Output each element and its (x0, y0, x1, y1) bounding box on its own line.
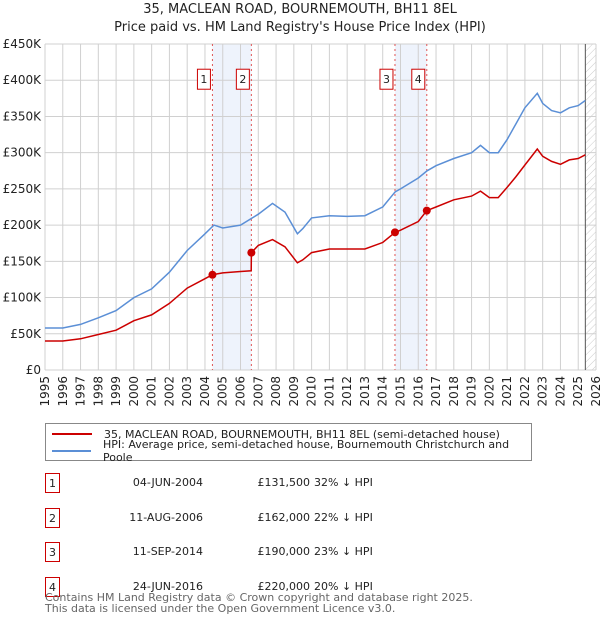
shaded-period (212, 44, 252, 370)
x-tick-label: 2022 (518, 376, 532, 407)
y-tick-label: £350K (3, 109, 43, 123)
y-tick-label: £250K (3, 182, 43, 196)
footer-licence: This data is licensed under the Open Gov… (45, 602, 396, 615)
x-tick-label: 1999 (109, 376, 123, 407)
x-tick-label: 2021 (500, 376, 514, 407)
x-tick-label: 1996 (56, 376, 70, 407)
x-tick-label: 2000 (127, 376, 141, 407)
sale-number-badge: 3 (45, 542, 60, 562)
x-tick-label: 2020 (482, 376, 496, 407)
sale-label-box (196, 68, 211, 90)
x-tick-label: 2013 (358, 376, 372, 407)
sale-label: 2 (239, 73, 246, 86)
sale-date: 04-JUN-2004 (132, 476, 203, 489)
x-tick-label: 2008 (269, 376, 283, 407)
x-tick-label: 2007 (251, 376, 265, 407)
footer-copyright: Contains HM Land Registry data © Crown c… (45, 591, 473, 604)
sale-number-badge: 4 (45, 576, 60, 597)
property-series-line (45, 147, 586, 342)
x-tick-label: 2011 (322, 376, 336, 407)
chart-subtitle: Price paid vs. HM Land Registry's House … (114, 20, 486, 35)
sale-point (247, 248, 256, 257)
x-tick-label: 1995 (38, 376, 52, 407)
x-tick-label: 2009 (287, 376, 301, 407)
x-tick-label: 2006 (234, 376, 248, 407)
x-tick-label: 2024 (553, 376, 567, 407)
sale-point (390, 228, 399, 237)
x-tick-label: 2016 (411, 376, 425, 407)
hpi-difference: 20% ↓ HPI (314, 579, 373, 593)
x-tick-label: 2015 (393, 376, 407, 407)
sale-price: £190,000 (257, 545, 311, 558)
x-tick-label: 2019 (465, 376, 479, 407)
sale-label-box (411, 68, 426, 90)
legend-item-property: 35, MACLEAN ROAD, BOURNEMOUTH, BH11 8EL … (52, 426, 500, 442)
y-tick-label: £150K (3, 254, 43, 268)
x-tick-label: 2002 (162, 376, 176, 407)
y-tick-label: £450K (3, 37, 43, 51)
sale-number-badge: 1 (45, 473, 60, 493)
x-tick-label: 2014 (376, 376, 390, 407)
sale-label-box (379, 68, 394, 90)
x-tick-label: 2025 (571, 376, 585, 407)
hpi-series-line (45, 91, 586, 329)
y-tick-label: £200K (3, 218, 43, 232)
red-line-swatch (52, 433, 92, 435)
y-tick-label: £50K (10, 327, 42, 341)
sale-label: 3 (383, 73, 390, 86)
hpi-difference: 32% ↓ HPI (314, 476, 373, 489)
sale-label: 4 (415, 73, 422, 86)
sale-point (208, 270, 217, 279)
chart-title: 35, MACLEAN ROAD, BOURNEMOUTH, BH11 8EL (143, 2, 457, 17)
sale-label: 1 (200, 73, 207, 86)
x-tick-label: 2001 (145, 376, 159, 407)
x-tick-label: 2010 (305, 376, 319, 407)
sale-price: £131,500 (257, 476, 311, 489)
x-tick-label: 2026 (589, 376, 600, 407)
x-tick-label: 2023 (536, 376, 550, 407)
sale-price: £162,000 (257, 510, 311, 524)
x-tick-label: 2018 (447, 376, 461, 407)
sale-price: £220,000 (257, 579, 311, 593)
blue-line-swatch (52, 450, 91, 452)
sale-date: 24-JUN-2016 (132, 579, 203, 593)
shaded-period (394, 44, 427, 370)
y-tick-label: £400K (3, 73, 43, 87)
x-tick-label: 2005 (216, 376, 230, 407)
sale-point (422, 206, 431, 215)
x-tick-label: 2004 (198, 376, 212, 407)
legend: 35, MACLEAN ROAD, BOURNEMOUTH, BH11 8EL … (45, 423, 532, 464)
sale-date: 11-AUG-2006 (129, 510, 203, 524)
x-tick-label: 1998 (91, 376, 105, 407)
legend-item-hpi: HPI: Average price, semi-detached house,… (52, 438, 531, 464)
hpi-difference: 22% ↓ HPI (314, 510, 373, 524)
x-tick-label: 2003 (180, 376, 194, 407)
forecast-hatch (585, 44, 596, 370)
hpi-difference: 23% ↓ HPI (314, 545, 373, 558)
y-tick-label: £0 (26, 363, 41, 377)
x-tick-label: 2017 (429, 376, 443, 407)
legend-label: HPI: Average price, semi-detached house,… (102, 438, 510, 464)
sale-number-badge: 2 (45, 507, 60, 528)
sale-date: 11-SEP-2014 (132, 545, 203, 558)
y-tick-label: £300K (3, 146, 43, 160)
sale-label-box (235, 68, 250, 90)
x-tick-label: 1997 (74, 376, 88, 407)
price-chart: 1995 1996 1997 1998 1999 2000 2001 2002 2003 2004… (3, 37, 600, 407)
x-tick-label: 2012 (340, 376, 354, 407)
legend-label: 35, MACLEAN ROAD, BOURNEMOUTH, BH11 8EL … (104, 427, 500, 441)
y-tick-label: £100K (3, 291, 43, 305)
